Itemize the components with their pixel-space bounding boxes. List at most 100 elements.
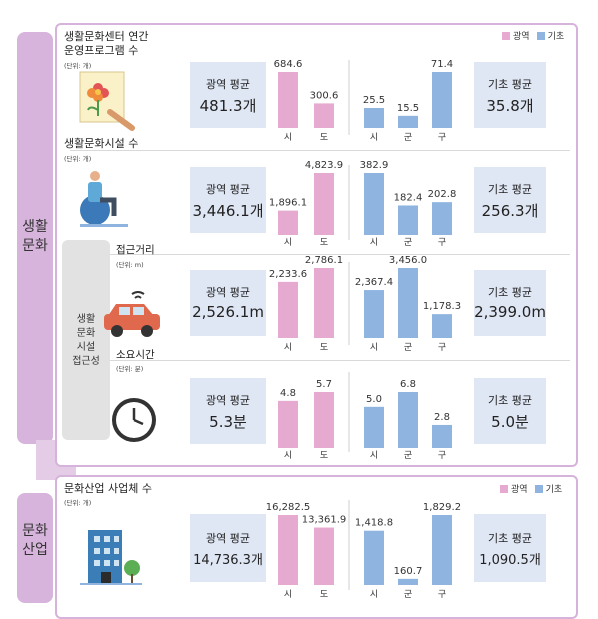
section-industry-strip	[17, 493, 53, 603]
metro-avg-bg-5	[190, 514, 266, 582]
basic-avg-value: 2,399.0m	[474, 303, 546, 321]
basic-category-label: 시	[370, 450, 378, 461]
building-icon	[80, 530, 142, 585]
metro-avg-label: 광역 평균	[206, 532, 250, 545]
metro-bar	[278, 72, 298, 128]
basic-value-label: 6.8	[400, 379, 416, 390]
panel-4-title: 소요시간	[116, 349, 155, 361]
panel-1-title: 생활문화센터 연간 운영프로그램 수	[64, 30, 149, 57]
metro-category-label: 도	[320, 238, 328, 248]
metro-category-label: 도	[320, 133, 328, 143]
basic-bar	[364, 173, 384, 235]
charts-canvas: 684.6 시 300.6 도 25.5 시 15.5 군 71.4 구 1,896.1 시 4,823…	[79, 59, 546, 600]
basic-bar	[398, 115, 418, 128]
basic-bar	[432, 72, 452, 128]
basic-avg-bg-1	[474, 62, 546, 128]
basic-value-label: 2,367.4	[355, 277, 393, 288]
metro-value-label: 4.8	[280, 388, 296, 399]
metro-bar	[278, 400, 298, 448]
metro-avg-value: 2,526.1m	[192, 303, 264, 321]
panel-2-title: 생활문화시설 수	[64, 137, 139, 150]
metro-avg-bg-2	[190, 167, 266, 233]
metro-avg-1: 광역 평균 481.3개	[190, 76, 266, 116]
metro-avg-label: 광역 평균	[206, 286, 250, 299]
basic-bar	[432, 424, 452, 448]
basic-bar	[398, 578, 418, 585]
basic-avg-2: 기초 평균 256.3개	[474, 181, 546, 221]
metro-value-label: 16,282.5	[266, 502, 311, 513]
legend-metro-swatch	[502, 31, 510, 40]
painting-icon	[79, 71, 135, 131]
metro-avg-4: 광역 평균 5.3분	[190, 392, 266, 432]
metro-avg-bg-1	[190, 62, 266, 128]
row-divider	[70, 150, 570, 151]
basic-value-label: 3,456.0	[389, 255, 427, 266]
basic-avg-value: 5.0분	[491, 413, 529, 431]
basic-category-label: 시	[370, 132, 378, 143]
metro-value-label: 300.6	[310, 90, 339, 101]
row-divider	[70, 360, 570, 361]
basic-value-label: 1,178.3	[423, 301, 461, 312]
panel-5-unit: (단위: 개)	[64, 499, 92, 507]
panel-4-unit: (단위: 분)	[116, 365, 144, 373]
basic-category-label: 시	[370, 237, 378, 248]
basic-category-label: 군	[404, 589, 412, 600]
basic-avg-3: 기초 평균 2,399.0m	[474, 284, 546, 321]
basic-value-label: 1,418.8	[355, 518, 393, 529]
basic-avg-bg-2	[474, 167, 546, 233]
panel-3-unit: (단위: m)	[116, 261, 144, 269]
metro-avg-bg-4	[190, 378, 266, 444]
basic-category-label: 구	[438, 450, 446, 461]
metro-bar	[314, 527, 334, 585]
metro-value-label: 2,786.1	[305, 255, 343, 266]
basic-value-label: 71.4	[431, 59, 453, 70]
metro-bar	[314, 268, 334, 338]
basic-bar	[432, 314, 452, 338]
metro-avg-label: 광역 평균	[206, 183, 250, 196]
metro-category-label: 도	[320, 343, 328, 353]
metro-avg-bg-3	[190, 270, 266, 336]
basic-avg-5: 기초 평균 1,090.5개	[474, 530, 546, 568]
basic-category-label: 시	[370, 589, 378, 600]
basic-category-label: 구	[438, 237, 446, 248]
basic-value-label: 202.8	[428, 189, 457, 200]
basic-value-label: 160.7	[394, 566, 423, 577]
legend-bottom: 광역 기초	[500, 482, 562, 495]
basic-value-label: 1,829.2	[423, 502, 461, 513]
metro-category-label: 도	[320, 590, 328, 600]
basic-value-label: 5.0	[366, 394, 382, 405]
panel-3-title: 접근거리	[116, 244, 155, 256]
legend-basic-swatch	[536, 31, 545, 40]
panel-2-unit: (단위: 개)	[64, 155, 92, 163]
metro-value-label: 13,361.9	[302, 515, 347, 526]
basic-bar	[364, 290, 384, 338]
section-industry-label: 문화 산업	[22, 523, 48, 558]
metro-value-label: 684.6	[274, 59, 303, 70]
metro-bar	[314, 392, 334, 448]
metro-value-label: 4,823.9	[305, 160, 343, 171]
metro-bar	[278, 281, 298, 338]
basic-avg-label: 기초 평균	[488, 394, 532, 407]
basic-category-label: 군	[404, 342, 412, 353]
metro-category-label: 시	[284, 342, 292, 353]
basic-avg-4: 기초 평균 5.0분	[474, 392, 546, 432]
basic-avg-value: 1,090.5개	[479, 553, 541, 568]
basic-category-label: 시	[370, 342, 378, 353]
exercise-ball-icon	[80, 171, 128, 227]
section-culture-strip	[17, 32, 53, 444]
basic-value-label: 25.5	[363, 95, 385, 106]
basic-category-label: 군	[404, 237, 412, 248]
legend-basic-swatch-2	[534, 484, 543, 493]
basic-category-label: 구	[438, 589, 446, 600]
basic-bar	[364, 530, 384, 585]
metro-avg-label: 광역 평균	[206, 78, 250, 91]
metro-category-label: 시	[284, 237, 292, 248]
basic-category-label: 군	[404, 450, 412, 461]
basic-avg-bg-5	[474, 514, 546, 582]
metro-category-label: 시	[284, 589, 292, 600]
panel-1-unit: (단위: 개)	[64, 62, 92, 70]
basic-avg-label: 기초 평균	[488, 286, 532, 299]
basic-avg-label: 기초 평균	[488, 78, 532, 91]
basic-avg-value: 35.8개	[486, 97, 534, 115]
access-group-label: 생활 문화 시설 접근성	[72, 314, 100, 367]
